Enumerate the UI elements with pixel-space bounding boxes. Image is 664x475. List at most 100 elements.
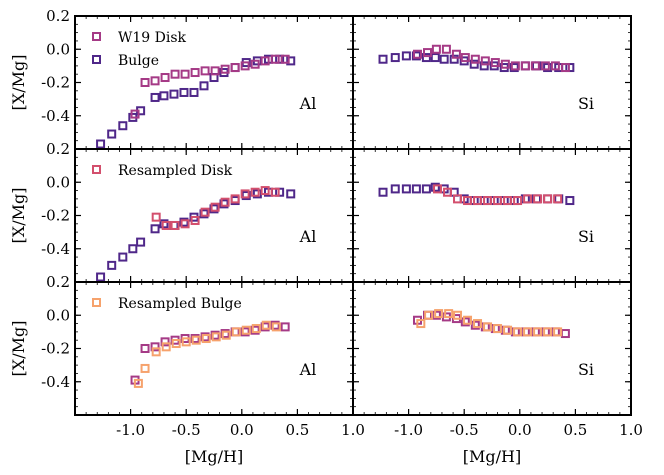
data-point — [412, 49, 422, 59]
data-point — [210, 330, 220, 340]
legend-label: Resampled Disk — [118, 163, 233, 179]
data-point — [401, 51, 411, 61]
data-point — [390, 53, 400, 63]
series-resampled-bulge — [416, 309, 563, 337]
data-point — [444, 309, 454, 319]
data-point — [480, 322, 490, 332]
data-point — [220, 197, 230, 207]
data-point — [503, 325, 513, 335]
panel-frame — [352, 15, 632, 150]
panel-al-row1: 0.2 0.0 -0.2 -0.4 Al W19 Disk Bulge — [41, 7, 354, 150]
data-point — [286, 56, 296, 66]
data-point — [424, 310, 434, 320]
data-point — [480, 56, 490, 66]
data-point — [130, 109, 140, 119]
data-point — [270, 187, 280, 197]
data-point — [260, 56, 270, 66]
data-point — [550, 327, 560, 337]
data-point — [565, 196, 575, 206]
data-point — [483, 196, 493, 206]
element-label: Al — [299, 94, 317, 113]
data-point — [190, 215, 200, 225]
x-tick-label: 0.0 — [508, 421, 532, 439]
data-point — [159, 91, 169, 101]
data-point — [270, 54, 280, 64]
legend-marker — [92, 298, 101, 307]
data-point — [240, 189, 250, 199]
series-w19-disk — [412, 44, 570, 73]
data-point — [530, 327, 540, 337]
data-point — [510, 61, 520, 71]
data-point — [453, 310, 463, 320]
series-w19-disk — [130, 54, 290, 119]
data-point — [199, 209, 209, 219]
data-point — [140, 363, 150, 373]
data-point — [431, 44, 441, 54]
data-point — [411, 184, 421, 194]
data-point — [118, 121, 128, 131]
data-point — [533, 327, 543, 337]
data-point — [433, 184, 443, 194]
element-label: Si — [578, 94, 594, 113]
data-point — [540, 61, 550, 71]
data-point — [469, 59, 479, 69]
x-tick-label: 1.0 — [341, 421, 365, 439]
panel-si-row1: Si — [352, 15, 632, 150]
data-point — [241, 191, 251, 201]
data-point — [230, 194, 240, 204]
data-point — [191, 335, 201, 345]
y-tick-label: 0.2 — [46, 273, 70, 291]
data-point — [231, 327, 241, 337]
data-point — [520, 61, 530, 71]
element-label: Si — [578, 227, 594, 246]
series-bulge — [96, 187, 296, 282]
data-point — [140, 78, 150, 87]
data-point — [241, 325, 251, 335]
data-point — [470, 320, 480, 330]
data-point — [189, 87, 199, 97]
data-point — [510, 327, 520, 337]
data-point — [209, 204, 219, 214]
series-resampled-bulge — [133, 320, 281, 388]
data-point — [107, 129, 117, 139]
element-label: Si — [578, 360, 594, 379]
legend-label: W19 Disk — [118, 30, 187, 46]
data-point — [483, 322, 493, 332]
data-point — [463, 196, 473, 206]
y-tick-label: -0.2 — [41, 340, 70, 358]
data-point — [201, 334, 211, 344]
data-point — [211, 332, 221, 342]
data-point — [550, 61, 560, 71]
x-tick-label: 0.5 — [563, 421, 587, 439]
data-point — [533, 194, 543, 204]
data-point — [421, 53, 431, 63]
data-point — [136, 237, 146, 247]
data-point — [171, 339, 181, 349]
data-point — [200, 332, 210, 342]
data-point — [530, 61, 540, 71]
data-point — [180, 219, 190, 229]
legend-marker — [92, 165, 101, 174]
data-point — [463, 315, 473, 325]
data-point — [169, 89, 179, 99]
x-tick-label: -0.5 — [172, 421, 201, 439]
data-point — [220, 329, 230, 339]
y-tick-label: -0.2 — [41, 207, 70, 225]
data-point — [150, 342, 160, 352]
data-point — [270, 320, 280, 330]
data-point — [240, 61, 250, 71]
data-point — [513, 196, 523, 206]
data-point — [181, 337, 191, 347]
data-point — [378, 54, 388, 64]
data-point — [421, 184, 431, 194]
data-point — [250, 59, 260, 69]
data-point — [553, 194, 563, 204]
data-point — [271, 322, 281, 332]
data-point — [560, 63, 570, 73]
x-tick-label: 0.5 — [285, 421, 309, 439]
data-point — [118, 252, 128, 262]
data-point — [490, 324, 500, 334]
y-tick-label: -0.4 — [41, 240, 70, 258]
data-point — [159, 219, 169, 229]
